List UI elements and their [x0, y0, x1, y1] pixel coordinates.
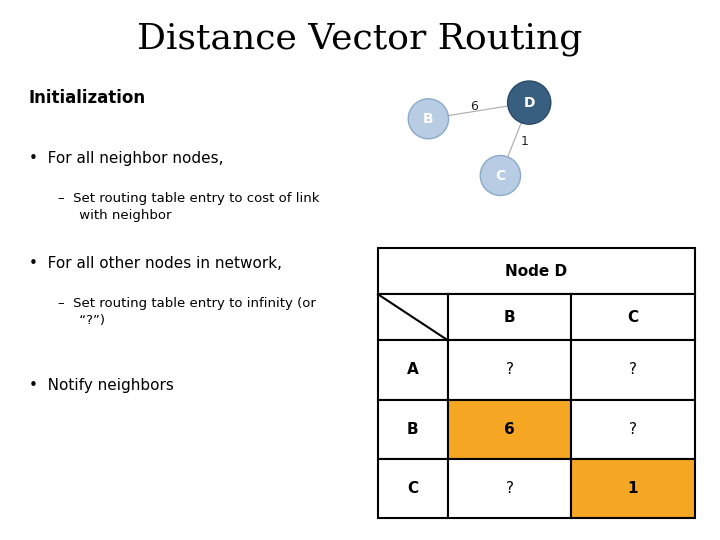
Text: •  For all other nodes in network,: • For all other nodes in network,: [29, 256, 282, 272]
Text: ?: ?: [629, 422, 637, 437]
Text: Initialization: Initialization: [29, 89, 146, 107]
Text: B: B: [407, 422, 418, 437]
Bar: [571, 400, 695, 459]
Bar: [571, 459, 695, 518]
Text: C: C: [627, 310, 639, 325]
Bar: [378, 400, 448, 459]
Text: –  Set routing table entry to infinity (or
     “?”): – Set routing table entry to infinity (o…: [58, 297, 315, 327]
Bar: [378, 294, 448, 340]
Text: 1: 1: [521, 135, 528, 148]
Text: B: B: [423, 112, 433, 126]
Bar: [378, 248, 695, 294]
Bar: [378, 459, 448, 518]
Text: ?: ?: [505, 362, 513, 377]
Bar: [448, 340, 571, 400]
Bar: [448, 400, 571, 459]
Text: Distance Vector Routing: Distance Vector Routing: [138, 22, 582, 56]
Ellipse shape: [480, 156, 521, 195]
Text: 6: 6: [470, 100, 477, 113]
Ellipse shape: [508, 81, 551, 124]
Bar: [571, 340, 695, 400]
Text: •  For all neighbor nodes,: • For all neighbor nodes,: [29, 151, 223, 166]
Text: B: B: [504, 310, 516, 325]
Ellipse shape: [408, 99, 449, 139]
Text: 6: 6: [504, 422, 515, 437]
Text: ?: ?: [505, 481, 513, 496]
Text: ?: ?: [629, 362, 637, 377]
Text: C: C: [495, 168, 505, 183]
Text: D: D: [523, 96, 535, 110]
Text: –  Set routing table entry to cost of link
     with neighbor: – Set routing table entry to cost of lin…: [58, 192, 319, 222]
Text: 1: 1: [628, 481, 638, 496]
Text: C: C: [408, 481, 418, 496]
Bar: [448, 459, 571, 518]
Bar: [448, 294, 571, 340]
Text: •  Notify neighbors: • Notify neighbors: [29, 378, 174, 393]
Bar: [378, 340, 448, 400]
Bar: [571, 294, 695, 340]
Text: Node D: Node D: [505, 264, 567, 279]
Text: A: A: [407, 362, 419, 377]
